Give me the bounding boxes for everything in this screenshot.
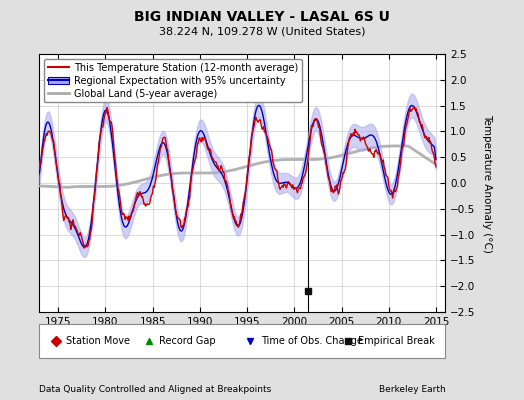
FancyBboxPatch shape: [39, 324, 445, 358]
Text: Data Quality Controlled and Aligned at Breakpoints: Data Quality Controlled and Aligned at B…: [39, 385, 271, 394]
Legend: This Temperature Station (12-month average), Regional Expectation with 95% uncer: This Temperature Station (12-month avera…: [44, 59, 302, 102]
Text: Time of Obs. Change: Time of Obs. Change: [260, 336, 363, 346]
Text: BIG INDIAN VALLEY - LASAL 6S U: BIG INDIAN VALLEY - LASAL 6S U: [134, 10, 390, 24]
Text: Berkeley Earth: Berkeley Earth: [379, 385, 445, 394]
Text: 38.224 N, 109.278 W (United States): 38.224 N, 109.278 W (United States): [159, 26, 365, 36]
Text: Station Move: Station Move: [66, 336, 130, 346]
Text: Empirical Break: Empirical Break: [358, 336, 435, 346]
Text: Record Gap: Record Gap: [159, 336, 216, 346]
Y-axis label: Temperature Anomaly (°C): Temperature Anomaly (°C): [482, 114, 493, 252]
